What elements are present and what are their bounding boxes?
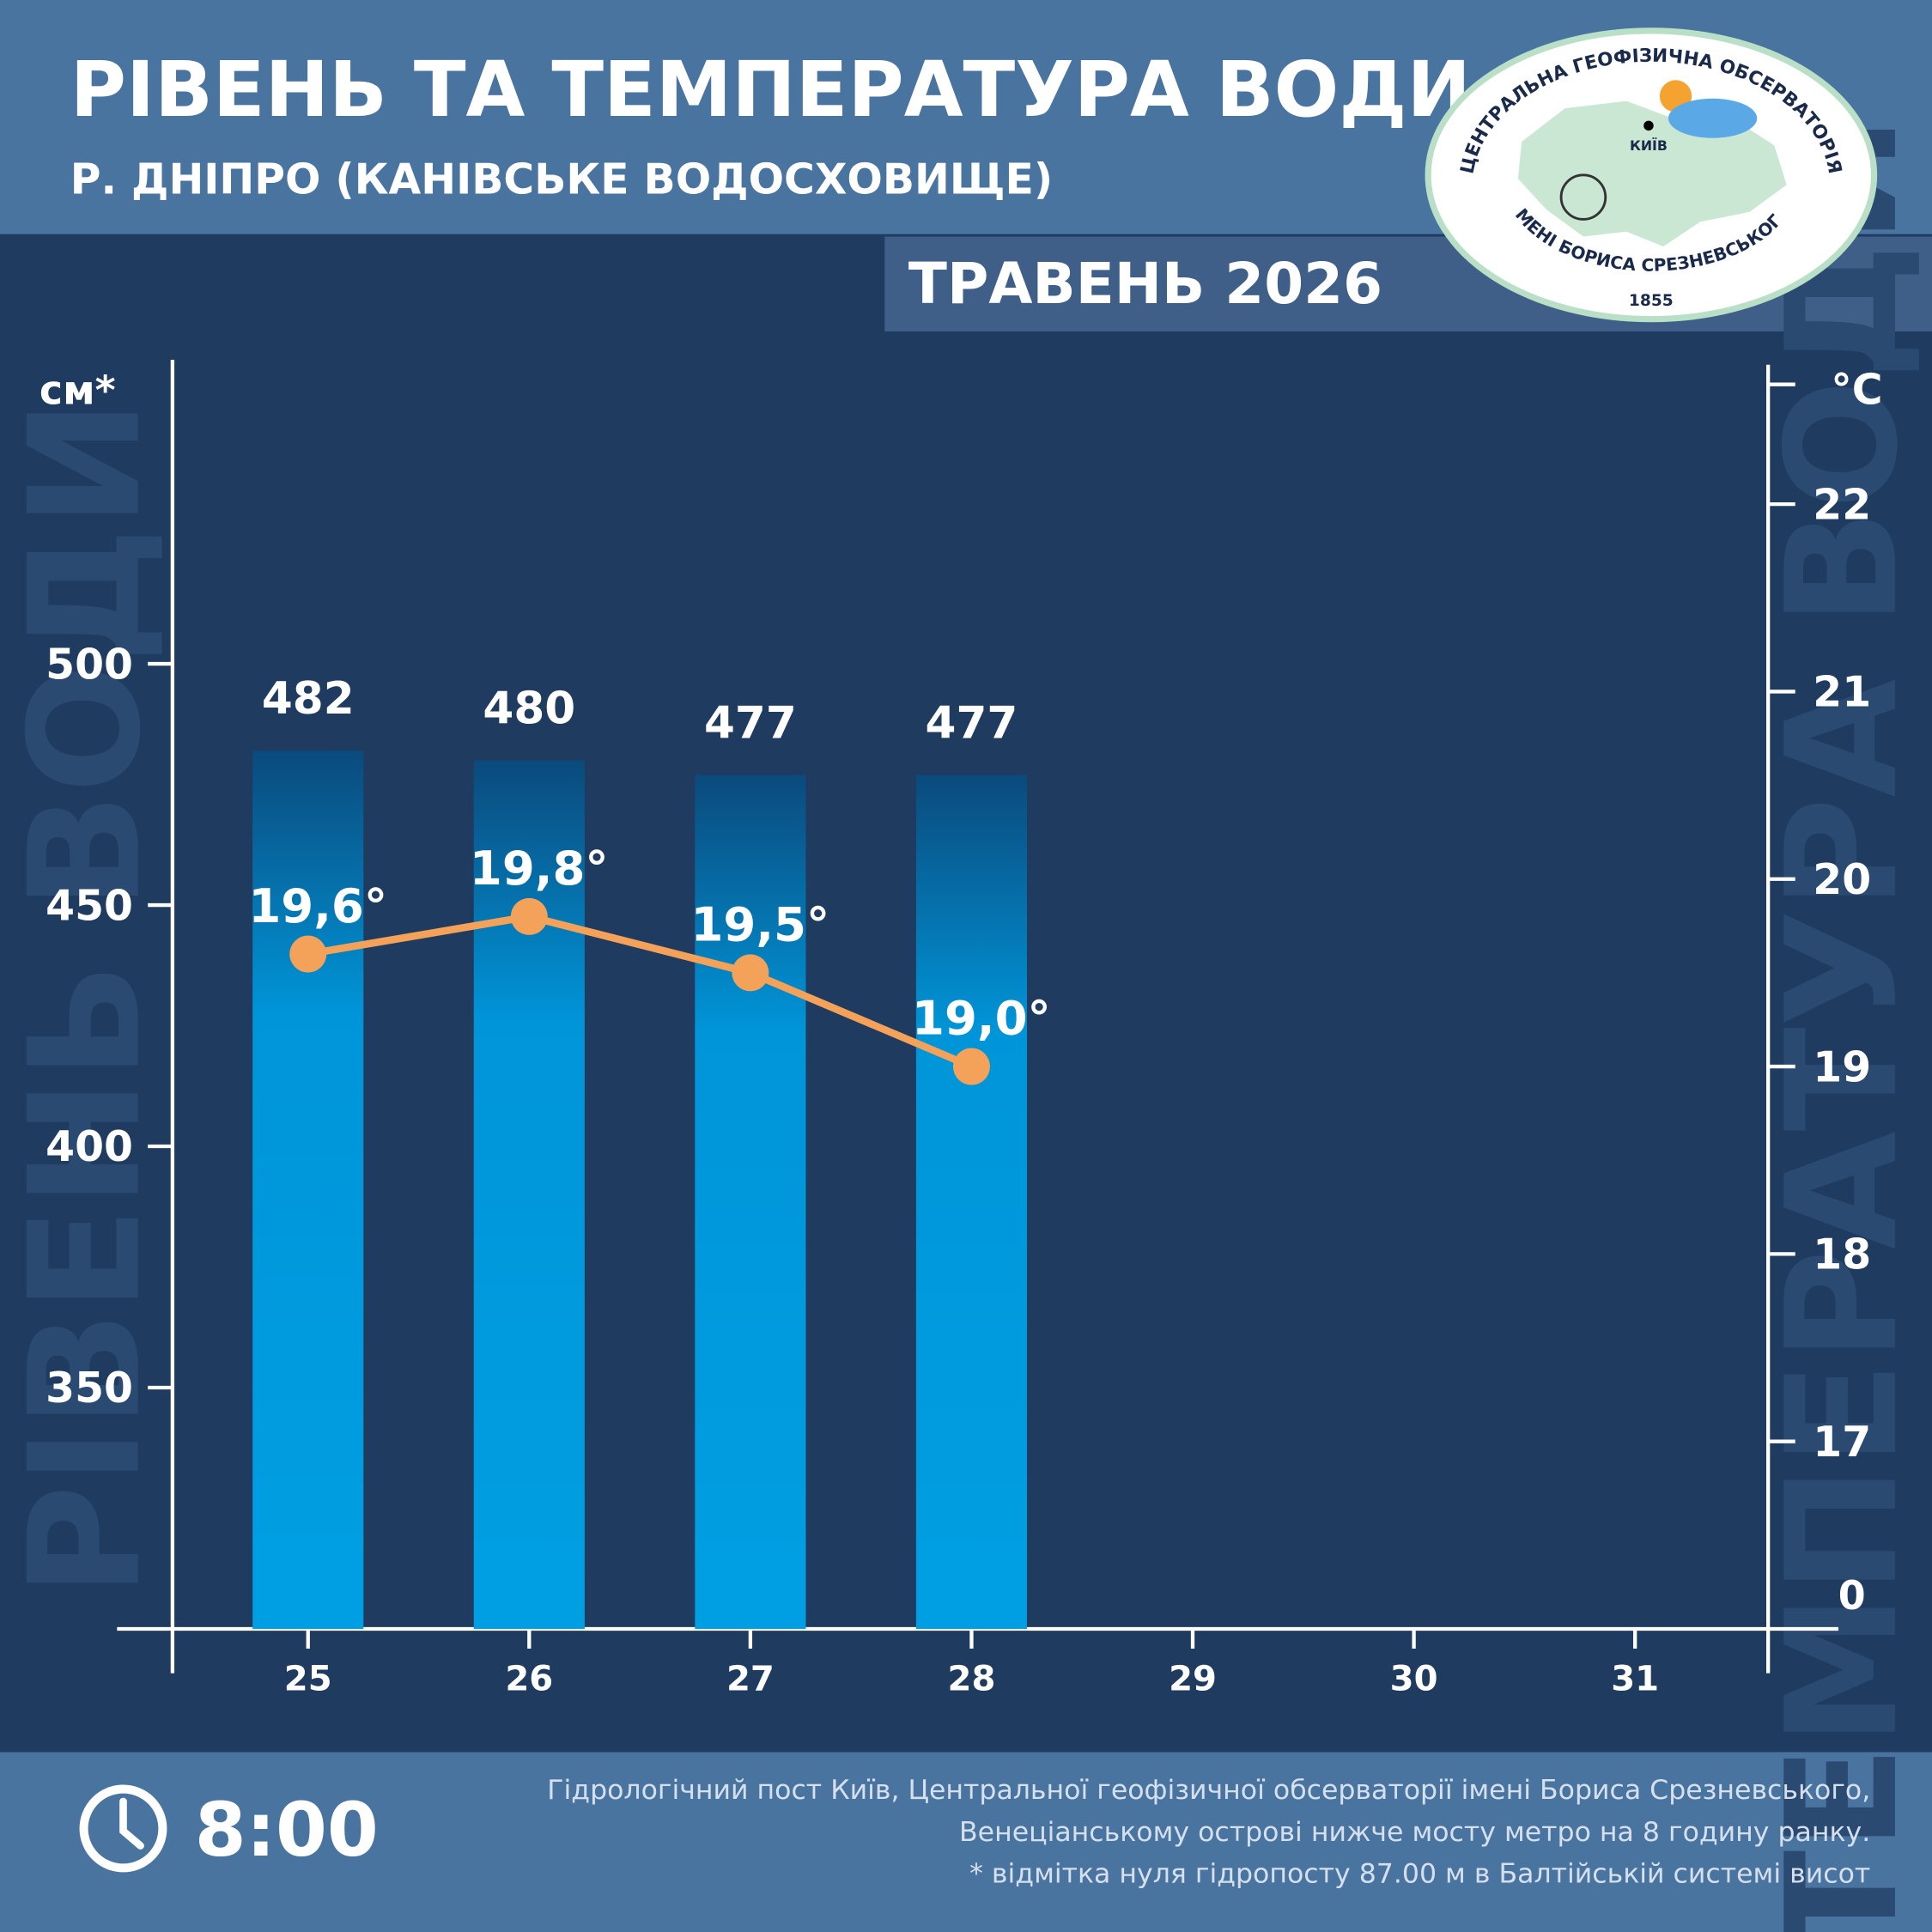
temperature-point <box>952 1048 990 1085</box>
note: Венеціанському острові нижче мосту метро… <box>959 1817 1870 1848</box>
temperature-label: 19,5° <box>690 897 829 952</box>
x-tick-label: 29 <box>1169 1660 1217 1699</box>
bar-value-label: 477 <box>926 697 1018 749</box>
y2-tick-label: 22 <box>1813 480 1871 529</box>
bar <box>695 775 806 1630</box>
bar <box>915 775 1028 1630</box>
logo-dish <box>1559 173 1607 221</box>
y2-axis-label: °C <box>1831 366 1882 415</box>
y-tick-label: 450 <box>46 881 133 930</box>
y2-tick-label: 17 <box>1813 1418 1871 1467</box>
temperature-label: 19,0° <box>912 991 1051 1046</box>
y2-tick-label: 19 <box>1813 1042 1871 1091</box>
chart-title: РІВЕНЬ ТА ТЕМПЕРАТУРА ВОДИ <box>70 45 1471 134</box>
x-tick-label: 25 <box>284 1660 332 1699</box>
x-tick-label: 31 <box>1611 1660 1659 1699</box>
x-tick-label: 28 <box>948 1660 996 1699</box>
y2-tick-label: 18 <box>1813 1230 1871 1279</box>
logo-city: КИЇВ <box>1630 137 1668 154</box>
logo-dot <box>1643 120 1654 131</box>
x-tick-label: 30 <box>1390 1660 1438 1699</box>
y2-break-label: 0 <box>1838 1572 1866 1619</box>
y-tick-label: 500 <box>46 640 133 689</box>
temperature-point <box>732 954 769 992</box>
y2-tick-label: 20 <box>1813 855 1871 904</box>
note: Гідрологічний пост Київ, Центральної гео… <box>547 1775 1870 1806</box>
chart-subtitle: Р. ДНІПРО (КАНІВСЬКЕ ВОДОСХОВИЩЕ) <box>70 155 1053 204</box>
temperature-point <box>289 935 327 973</box>
y2-tick-label: 21 <box>1813 668 1871 717</box>
logo-cloud <box>1668 98 1758 138</box>
temperature-line <box>307 913 974 1071</box>
clock-face <box>79 1784 167 1873</box>
temperature-point <box>510 897 548 935</box>
clock-icon <box>79 1784 167 1873</box>
logo-year: 1855 <box>1629 292 1674 310</box>
y-watermark: РІВЕНЬ ВОДИ <box>0 399 174 1596</box>
footer-band <box>0 1752 1932 1932</box>
period: ТРАВЕНЬ 2026 <box>908 251 1382 317</box>
y-axis-label: см* <box>39 368 116 414</box>
x-tick-label: 26 <box>505 1660 553 1699</box>
bar-value-label: 477 <box>704 697 797 749</box>
time: 8:00 <box>195 1788 379 1874</box>
temperature-label: 19,8° <box>470 841 609 896</box>
bar-value-label: 482 <box>262 673 355 725</box>
x-tick-label: 27 <box>726 1660 775 1699</box>
y-tick-label: 350 <box>46 1364 133 1413</box>
bar <box>252 750 364 1630</box>
clock-hands <box>119 1797 144 1850</box>
note: * відмітка нуля гідропосту 87.00 м в Бал… <box>969 1859 1870 1890</box>
temperature-label: 19,6° <box>248 878 387 933</box>
bar-value-label: 480 <box>483 683 575 734</box>
y-tick-label: 400 <box>46 1122 133 1171</box>
